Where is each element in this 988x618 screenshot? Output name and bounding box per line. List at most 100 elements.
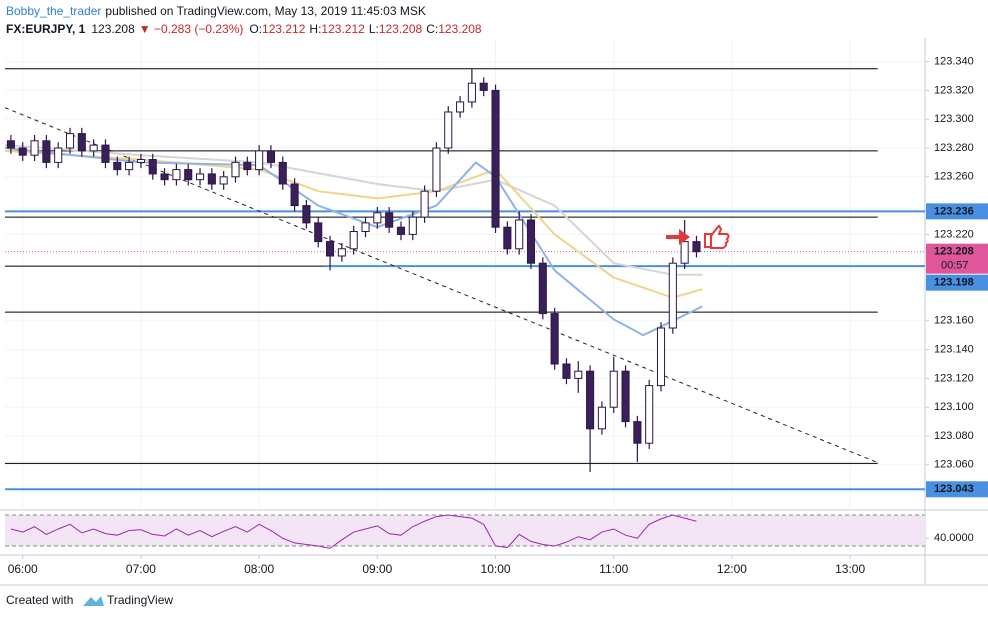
candle-body: [574, 370, 583, 379]
candle-body: [113, 161, 122, 171]
candle-body: [479, 82, 488, 91]
ohlc-value: 123.212: [262, 22, 306, 36]
candle-body: [148, 159, 157, 175]
ohlc: O:123.212 H:123.212 L:123.208 C:123.208: [249, 22, 482, 36]
x-tick-label: 07:00: [126, 562, 156, 576]
candle-body: [314, 222, 323, 243]
y-tick-label: 123.300: [934, 113, 974, 125]
y-tick-label: 123.160: [934, 315, 974, 327]
candle-body: [550, 313, 559, 365]
x-tick-label: 09:00: [362, 562, 392, 576]
thumbs-up-icon: [704, 224, 730, 249]
candle-body: [538, 262, 547, 315]
candle-body: [373, 212, 382, 224]
candle-body: [432, 147, 441, 192]
candle-body: [6, 140, 15, 149]
candle-body: [385, 212, 394, 228]
candle-body: [266, 150, 275, 163]
y-tick-label: 123.080: [934, 430, 974, 442]
candle-body: [136, 159, 145, 163]
thumb-hand: [710, 224, 730, 249]
x-tick-label: 06:00: [8, 562, 38, 576]
last-price: 123.208: [91, 22, 135, 36]
ohlc-value: 123.212: [321, 22, 365, 36]
candle-body: [65, 133, 75, 149]
candle-body: [337, 248, 346, 257]
arrow-head: [679, 229, 690, 245]
ohlc-label: L:: [369, 22, 379, 36]
candle-body: [361, 222, 370, 233]
moving-average: [4, 144, 703, 276]
candle-body: [18, 147, 27, 156]
footer: Created with: [6, 593, 73, 607]
trendline: [4, 107, 878, 464]
y-tick-label: 123.060: [934, 459, 974, 471]
candle-body: [515, 219, 524, 250]
candle-body: [160, 173, 169, 181]
candle-body: [302, 205, 311, 224]
y-tick-label: 123.220: [934, 228, 974, 240]
header: Bobby_the_trader published on TradingView…: [6, 4, 426, 18]
y-tick-label: 123.340: [934, 56, 974, 68]
candle-body: [692, 241, 701, 253]
candle-body: [195, 173, 205, 181]
x-tick-label: 11:00: [599, 562, 628, 576]
symbol-legend: FX:EURJPY, 1 123.208 ▼ −0.283 (−0.23%) O:12…: [6, 22, 482, 36]
y-tick-label: 123.120: [934, 372, 974, 384]
symbol: FX:EURJPY, 1: [6, 22, 86, 36]
candle-body: [54, 147, 63, 163]
candle-body: [125, 161, 134, 171]
candle-body: [349, 231, 358, 250]
candle-body: [408, 216, 417, 235]
price-label: 123.198: [934, 277, 974, 289]
price-label-box: [926, 243, 988, 274]
candle-body: [645, 385, 654, 444]
price-label: 123.236: [934, 205, 974, 217]
candle-body: [609, 370, 618, 408]
ohlc-value: 123.208: [379, 22, 423, 36]
price-label: 123.208: [934, 246, 974, 258]
candle-body: [42, 140, 51, 163]
candle-body: [184, 169, 193, 181]
rsi-line: [10, 514, 697, 549]
x-tick-label: 12:00: [717, 562, 747, 576]
candle-body: [526, 219, 536, 264]
chart-title: published on TradingView.com, May 13, 20…: [105, 4, 425, 18]
price-label-box: [926, 481, 988, 498]
candle-body: [680, 241, 689, 264]
ohlc-value: 123.208: [438, 22, 482, 36]
y-tick-label: 123.140: [934, 344, 974, 356]
brand[interactable]: TradingView: [107, 593, 173, 607]
candle-body: [101, 144, 110, 163]
x-tick-label: 13:00: [835, 562, 865, 576]
x-tick-label: 08:00: [244, 562, 274, 576]
ohlc-label: O:: [249, 22, 262, 36]
plot: 123.340 123.320 123.300 123.280 123.260 123.2…: [4, 40, 988, 576]
x-tick-label: 10:00: [481, 562, 511, 576]
candle-body: [255, 150, 264, 171]
brand-logo: [83, 596, 104, 606]
y-tick-label: 123.320: [934, 84, 974, 96]
candle-body: [491, 89, 500, 228]
price-label-box: [926, 274, 988, 291]
ohlc-label: H:: [309, 22, 321, 36]
candle-body: [89, 144, 98, 152]
price-label-box: [926, 203, 988, 220]
y-tick-label: 123.100: [934, 401, 974, 413]
candle-body: [207, 173, 216, 185]
candle-body: [656, 327, 666, 387]
candle-body: [621, 370, 630, 423]
author[interactable]: Bobby_the_trader: [6, 4, 101, 18]
countdown: 00:57: [941, 260, 969, 272]
candle-body: [467, 82, 476, 103]
candle-body: [420, 190, 429, 218]
candle-body: [326, 241, 335, 257]
annotation-arrow: [666, 229, 690, 245]
candle-body: [30, 140, 39, 156]
candle-body: [633, 421, 642, 444]
candle-body: [219, 176, 228, 185]
candle-body: [586, 370, 595, 430]
change: ▼ −0.283 (−0.23%): [139, 22, 244, 36]
y-tick-label: 123.280: [934, 142, 974, 154]
